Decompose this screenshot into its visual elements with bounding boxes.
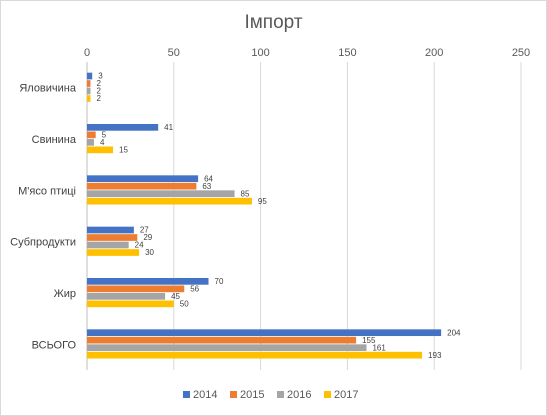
x-tick-label: 250 — [512, 47, 530, 59]
bar — [87, 175, 199, 183]
bar — [87, 285, 185, 293]
tick-layer: 0 50 100 150 200 250 — [84, 47, 530, 59]
bar — [87, 293, 166, 300]
data-label: 56 — [190, 285, 199, 294]
bar — [87, 80, 91, 87]
data-label: 24 — [135, 241, 144, 250]
data-label: 2 — [96, 79, 101, 88]
data-label: 204 — [447, 328, 461, 337]
data-label: 29 — [143, 233, 152, 242]
data-label: 63 — [202, 182, 211, 191]
category-label-layer: Яловичина Свинина М'ясо птиці Субпродукти Жи… — [10, 83, 77, 352]
x-tick-label: 50 — [168, 47, 180, 59]
category-label: Свинина — [32, 134, 77, 146]
data-label-layer: 3222415415646385952729243070564550204155… — [96, 72, 461, 360]
category-label: М'ясо птиці — [18, 185, 76, 197]
bar — [87, 124, 159, 131]
bar — [87, 226, 134, 234]
data-label: 30 — [145, 248, 154, 257]
bar — [87, 95, 91, 102]
legend-swatch — [277, 391, 284, 398]
data-label: 95 — [258, 197, 267, 206]
category-label: Субпродукти — [10, 237, 76, 249]
data-label: 161 — [372, 343, 386, 352]
x-tick-label: 100 — [251, 47, 269, 59]
x-tick-label: 150 — [338, 47, 356, 59]
legend-label: 2015 — [240, 389, 264, 401]
data-label: 2 — [96, 94, 101, 103]
bar — [87, 182, 197, 190]
data-label: 5 — [102, 131, 107, 140]
data-label: 50 — [180, 300, 189, 309]
legend-swatch — [230, 391, 237, 398]
bar — [87, 190, 235, 198]
data-label: 45 — [171, 292, 180, 301]
bar — [87, 329, 442, 337]
bar — [87, 197, 252, 205]
bar — [87, 234, 138, 241]
bar — [87, 336, 357, 344]
bar — [87, 72, 93, 80]
bar — [87, 249, 140, 256]
grid-layer — [86, 62, 522, 370]
legend-swatch — [183, 391, 190, 398]
legend-label: 2016 — [287, 389, 311, 401]
legend-label: 2014 — [193, 389, 217, 401]
bar — [87, 241, 129, 249]
data-label: 70 — [215, 277, 224, 286]
data-label: 193 — [428, 351, 442, 360]
category-label: Яловичина — [19, 83, 77, 95]
bar-layer — [87, 72, 442, 359]
data-label: 3 — [98, 72, 103, 81]
bar — [87, 87, 91, 95]
data-label: 41 — [164, 123, 173, 132]
legend-swatch — [324, 391, 331, 398]
legend: 2014 2015 2016 2017 — [183, 389, 358, 401]
chart-title: Імпорт — [244, 12, 303, 33]
bar — [87, 131, 96, 139]
data-label: 15 — [119, 146, 128, 155]
x-tick-label: 0 — [84, 47, 90, 59]
legend-label: 2017 — [334, 389, 358, 401]
bar — [87, 344, 367, 352]
data-label: 4 — [100, 138, 105, 147]
data-label: 2 — [96, 87, 101, 96]
category-label: ВСЬОГО — [32, 339, 77, 351]
data-label: 27 — [140, 226, 149, 235]
data-label: 85 — [241, 189, 250, 198]
bar — [87, 300, 174, 308]
category-label: Жир — [54, 288, 76, 300]
bar — [87, 146, 114, 154]
bar — [87, 139, 94, 146]
x-tick-label: 200 — [425, 47, 443, 59]
data-label: 155 — [362, 336, 376, 345]
bar — [87, 278, 209, 285]
data-label: 64 — [204, 174, 213, 183]
bar — [87, 351, 423, 359]
